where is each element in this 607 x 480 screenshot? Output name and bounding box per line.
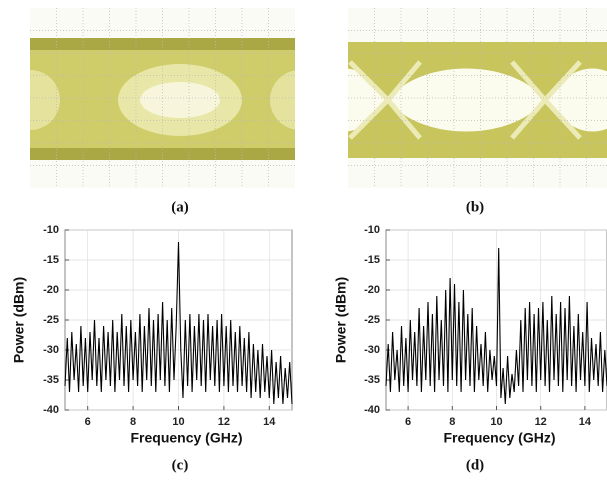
spectrum-line bbox=[385, 247, 607, 405]
y-tick-label: -35 bbox=[43, 374, 59, 386]
y-tick-label: -20 bbox=[43, 284, 59, 296]
y-tick-label: -15 bbox=[43, 254, 59, 266]
x-tick-label: 14 bbox=[579, 416, 592, 428]
eye-opening bbox=[348, 68, 388, 132]
x-tick-label: 6 bbox=[85, 416, 91, 428]
caption: (c) bbox=[172, 457, 189, 473]
y-tick-label: -30 bbox=[364, 344, 380, 356]
y-tick-label: -20 bbox=[364, 284, 380, 296]
eye-opening bbox=[30, 70, 60, 130]
eye-opening bbox=[270, 70, 295, 130]
eye-opening-center bbox=[140, 82, 220, 118]
x-tick-label: 12 bbox=[535, 416, 547, 428]
x-tick-label: 12 bbox=[218, 416, 230, 428]
x-tick-label: 8 bbox=[449, 416, 455, 428]
y-tick-label: -10 bbox=[43, 224, 59, 236]
y-tick-label: -25 bbox=[364, 314, 380, 326]
x-axis-label: Frequency (GHz) bbox=[443, 430, 555, 446]
y-tick-label: -40 bbox=[364, 404, 380, 416]
y-tick-label: -15 bbox=[364, 254, 380, 266]
x-axis-label: Frequency (GHz) bbox=[130, 430, 242, 446]
eye-diagram-a bbox=[30, 8, 295, 188]
x-tick-label: 8 bbox=[130, 416, 136, 428]
x-tick-label: 14 bbox=[263, 416, 276, 428]
eye-opening bbox=[388, 68, 545, 132]
x-tick-label: 10 bbox=[490, 416, 502, 428]
eye-rail bbox=[30, 148, 295, 160]
x-tick-label: 6 bbox=[405, 416, 411, 428]
y-tick-label: -40 bbox=[43, 404, 59, 416]
caption: (a) bbox=[171, 199, 189, 215]
y-tick-label: -10 bbox=[364, 224, 380, 236]
y-axis-label: Power (dBm) bbox=[11, 277, 27, 363]
y-tick-label: -35 bbox=[364, 374, 380, 386]
y-tick-label: -30 bbox=[43, 344, 59, 356]
y-axis-label: Power (dBm) bbox=[333, 277, 349, 363]
eye-diagram-b bbox=[348, 8, 607, 188]
x-tick-label: 10 bbox=[172, 416, 184, 428]
eye-crossing bbox=[348, 60, 582, 140]
y-tick-label: -25 bbox=[43, 314, 59, 326]
spectrum-line bbox=[64, 241, 293, 405]
caption: (b) bbox=[466, 199, 484, 215]
caption: (d) bbox=[466, 457, 484, 473]
